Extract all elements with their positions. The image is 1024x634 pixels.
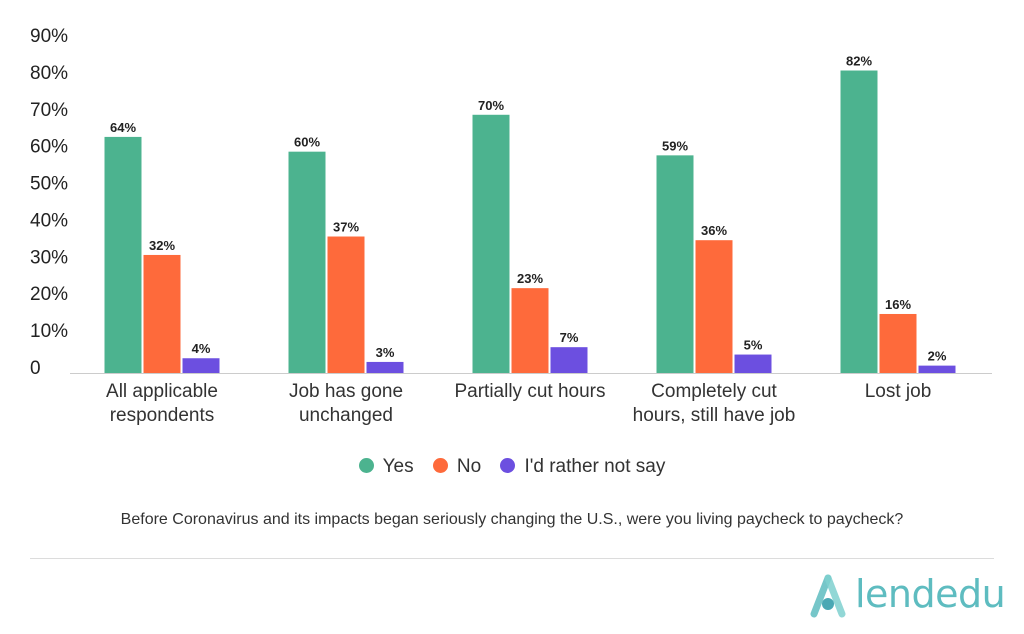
data-label: 3% <box>376 345 395 360</box>
data-label: 16% <box>885 297 911 312</box>
bar-i-d-rather-not-say <box>550 347 588 373</box>
bar-chart: 0 10% 20% 30% 40% 50% 60% 70% 80% 90% 64% 32% 4% All … <box>30 26 992 426</box>
bar-no <box>695 240 733 373</box>
bar-no <box>327 236 365 373</box>
bar-yes <box>656 155 694 373</box>
y-tick-label: 20% <box>30 284 68 305</box>
footer-divider <box>30 558 994 559</box>
y-tick-label: 50% <box>30 174 68 195</box>
chart-legend: Yes No I'd rather not say <box>0 456 1024 478</box>
x-tick-label: unchanged <box>299 405 393 426</box>
data-label: 60% <box>294 135 320 150</box>
x-tick-label: Lost job <box>865 381 932 402</box>
data-label: 5% <box>744 338 763 353</box>
x-tick-label: hours, still have job <box>633 405 796 426</box>
legend-item-rather-not-say: I'd rather not say <box>500 456 665 478</box>
y-tick-label: 60% <box>30 137 68 158</box>
bar-i-d-rather-not-say <box>918 365 956 373</box>
legend-swatch-no <box>432 458 448 473</box>
data-label: 7% <box>560 330 579 345</box>
data-label: 32% <box>149 238 175 253</box>
x-tick-label: Job has gone <box>289 381 403 402</box>
lendedu-wordmark: lendedu <box>855 572 1006 616</box>
legend-label-no: No <box>456 456 482 477</box>
data-label: 23% <box>517 271 543 286</box>
lendedu-logo-icon <box>810 574 846 618</box>
data-label: 37% <box>333 220 359 235</box>
x-tick-label: respondents <box>110 405 215 426</box>
bar-i-d-rather-not-say <box>182 358 220 373</box>
bar-no <box>879 313 917 373</box>
data-label: 4% <box>192 341 211 356</box>
y-tick-label: 70% <box>30 100 68 121</box>
y-tick-label: 80% <box>30 63 68 84</box>
bar-yes <box>104 136 142 373</box>
legend-item-yes: Yes <box>358 456 414 478</box>
data-label: 70% <box>478 98 504 113</box>
x-tick-label: All applicable <box>106 381 218 402</box>
y-tick-label: 0 <box>30 358 41 379</box>
chart-question: Before Coronavirus and its impacts began… <box>120 511 904 528</box>
bar-no <box>143 254 181 373</box>
bar-yes <box>840 70 878 373</box>
bar-yes <box>472 114 510 374</box>
data-label: 82% <box>846 54 872 69</box>
bar-no <box>511 288 549 373</box>
data-label: 64% <box>110 120 136 135</box>
data-label: 36% <box>701 223 727 238</box>
data-label: 59% <box>662 138 688 153</box>
y-tick-label: 40% <box>30 210 68 231</box>
legend-item-no: No <box>432 456 482 478</box>
bar-i-d-rather-not-say <box>734 354 772 373</box>
y-tick-label: 10% <box>30 321 68 342</box>
bar-yes <box>288 151 326 373</box>
x-tick-label: Completely cut <box>651 381 777 402</box>
x-tick-label: Partially cut hours <box>454 381 605 402</box>
y-tick-label: 90% <box>30 26 68 47</box>
legend-swatch-yes <box>358 458 374 473</box>
legend-label-rather-not-say: I'd rather not say <box>524 456 666 477</box>
legend-swatch-rather-not-say <box>500 458 516 473</box>
lendedu-logo[interactable]: lendedu <box>809 572 1006 624</box>
y-tick-label: 30% <box>30 247 68 268</box>
bar-i-d-rather-not-say <box>366 361 404 373</box>
data-label: 2% <box>928 349 947 364</box>
legend-label-yes: Yes <box>382 456 414 477</box>
